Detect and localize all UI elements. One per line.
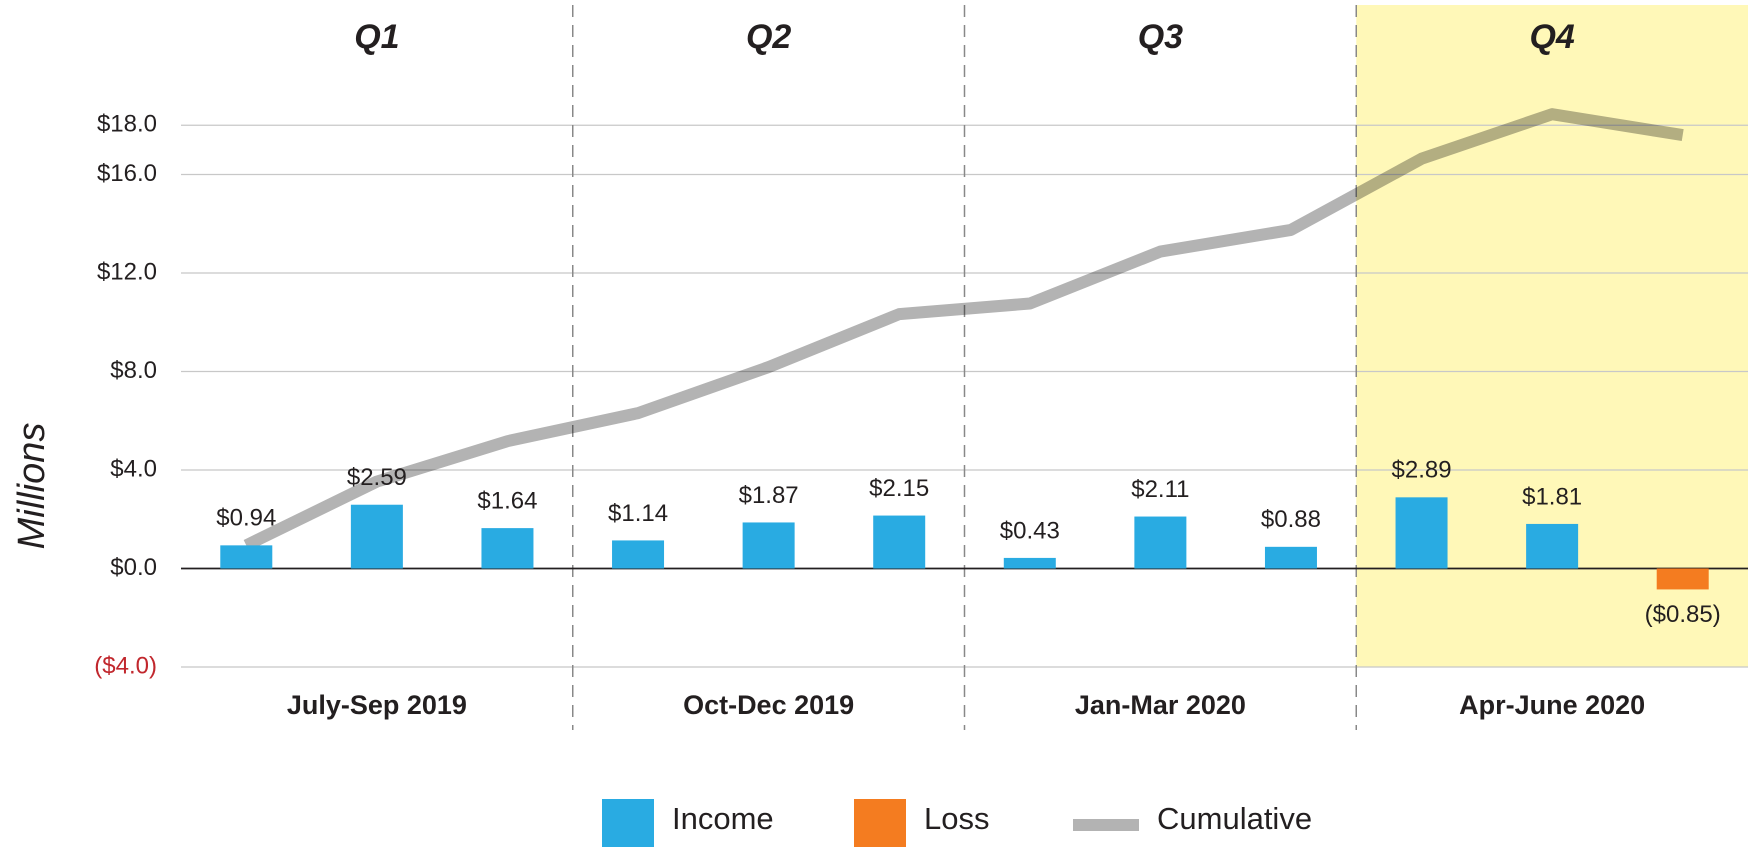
bar	[220, 545, 273, 569]
legend-label: Income	[672, 801, 774, 836]
bar	[1264, 546, 1317, 569]
quarter-title: Q3	[1138, 18, 1183, 56]
value-label: $2.59	[347, 464, 407, 491]
value-label: ($0.85)	[1645, 601, 1721, 628]
y-tick-label: $0.0	[110, 554, 157, 581]
legend-swatch	[854, 799, 906, 847]
bar	[1656, 568, 1709, 590]
value-label: $2.89	[1392, 457, 1452, 484]
y-tick-label: ($4.0)	[94, 652, 157, 679]
value-label: $1.64	[477, 487, 537, 514]
y-tick-label: $4.0	[110, 455, 157, 482]
quarter-title: Q2	[746, 18, 791, 56]
y-tick-label: $16.0	[97, 160, 157, 187]
quarter-title: Q4	[1529, 18, 1574, 56]
bar	[481, 528, 534, 569]
bar	[1003, 557, 1056, 569]
quarter-label: Apr-June 2020	[1459, 690, 1645, 720]
legend-label: Cumulative	[1157, 801, 1312, 836]
value-label: $0.94	[216, 505, 276, 532]
bar	[1395, 497, 1448, 569]
quarter-label: July-Sep 2019	[287, 690, 467, 720]
value-label: $2.15	[869, 475, 929, 502]
quarter-label: Jan-Mar 2020	[1075, 690, 1246, 720]
bar	[612, 540, 665, 569]
quarter-label: Oct-Dec 2019	[683, 690, 854, 720]
bar	[1134, 516, 1187, 569]
bar	[742, 522, 795, 569]
y-tick-label: $12.0	[97, 258, 157, 285]
y-axis-label: Millions	[11, 423, 53, 550]
quarter-title: Q1	[354, 18, 399, 56]
cumulative-line	[243, 108, 1684, 551]
bar	[350, 504, 403, 569]
value-label: $0.88	[1261, 506, 1321, 533]
legend-label: Loss	[924, 801, 989, 836]
value-label: $1.87	[739, 482, 799, 509]
y-tick-label: $18.0	[97, 111, 157, 138]
value-label: $2.11	[1131, 476, 1189, 503]
value-label: $1.14	[608, 500, 668, 527]
bar	[1526, 523, 1579, 569]
value-label: $0.43	[1000, 517, 1060, 544]
bar	[873, 515, 926, 569]
legend-swatch	[602, 799, 654, 847]
y-tick-label: $8.0	[110, 357, 157, 384]
value-label: $1.81	[1522, 483, 1582, 510]
